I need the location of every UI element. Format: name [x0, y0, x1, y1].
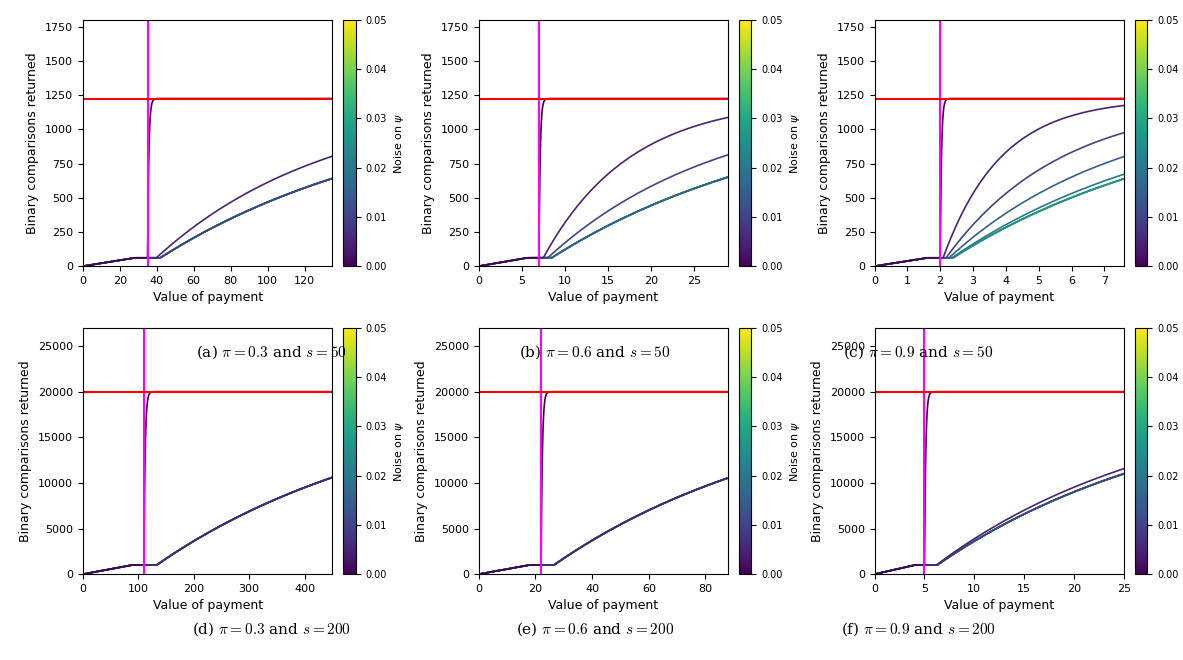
X-axis label: Value of payment: Value of payment	[944, 599, 1054, 612]
Y-axis label: Noise on $\psi$: Noise on $\psi$	[393, 420, 406, 482]
Text: (a) $\pi = 0.3$ and $s = 50$: (a) $\pi = 0.3$ and $s = 50$	[195, 343, 347, 361]
X-axis label: Value of payment: Value of payment	[153, 292, 263, 304]
Y-axis label: Binary comparisons returned: Binary comparisons returned	[19, 360, 32, 542]
X-axis label: Value of payment: Value of payment	[549, 599, 659, 612]
Text: (c) $\pi = 0.9$ and $s = 50$: (c) $\pi = 0.9$ and $s = 50$	[843, 343, 994, 361]
Text: (b) $\pi = 0.6$ and $s = 50$: (b) $\pi = 0.6$ and $s = 50$	[519, 343, 671, 361]
Y-axis label: Noise on $\psi$: Noise on $\psi$	[788, 112, 802, 174]
Text: (f) $\pi = 0.9$ and $s = 200$: (f) $\pi = 0.9$ and $s = 200$	[841, 620, 996, 638]
Y-axis label: Binary comparisons returned: Binary comparisons returned	[812, 360, 825, 542]
Y-axis label: Binary comparisons returned: Binary comparisons returned	[26, 52, 39, 234]
X-axis label: Value of payment: Value of payment	[549, 292, 659, 304]
Text: (e) $\pi = 0.6$ and $s = 200$: (e) $\pi = 0.6$ and $s = 200$	[516, 620, 674, 638]
Y-axis label: Noise on $\psi$: Noise on $\psi$	[788, 420, 802, 482]
X-axis label: Value of payment: Value of payment	[944, 292, 1054, 304]
Y-axis label: Noise on $\psi$: Noise on $\psi$	[393, 112, 406, 174]
Y-axis label: Binary comparisons returned: Binary comparisons returned	[422, 52, 435, 234]
Text: (d) $\pi = 0.3$ and $s = 200$: (d) $\pi = 0.3$ and $s = 200$	[192, 620, 350, 638]
X-axis label: Value of payment: Value of payment	[153, 599, 263, 612]
Y-axis label: Binary comparisons returned: Binary comparisons returned	[415, 360, 428, 542]
Y-axis label: Binary comparisons returned: Binary comparisons returned	[819, 52, 832, 234]
